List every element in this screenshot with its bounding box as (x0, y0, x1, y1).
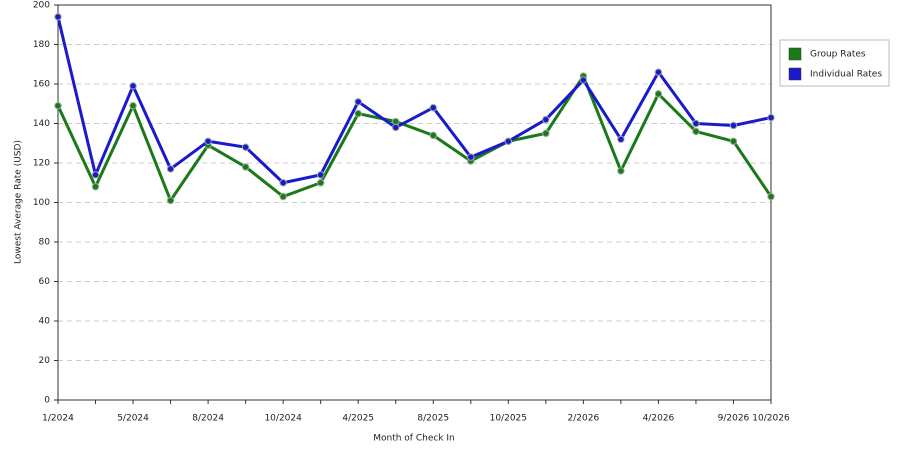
data-point (542, 115, 550, 124)
data-point (241, 163, 250, 171)
data-point (729, 121, 738, 130)
plot-frame (57, 4, 772, 401)
data-point (279, 192, 287, 201)
y-tick-label: 60 (39, 277, 51, 287)
data-point (617, 167, 625, 175)
legend-label: Group Rates (810, 50, 866, 60)
data-point (504, 137, 513, 145)
x-tick-label: 2/2026 (568, 414, 600, 424)
y-tick-label: 180 (33, 40, 50, 50)
y-tick-label: 80 (39, 238, 51, 248)
data-point (91, 183, 100, 191)
data-point (579, 76, 588, 84)
data-point (429, 131, 437, 140)
data-point (617, 135, 625, 144)
x-tick-label: 10/2025 (490, 414, 527, 424)
data-point (392, 123, 400, 132)
y-tick-label: 20 (39, 356, 51, 366)
x-tick-label: 8/2025 (417, 414, 449, 424)
data-point (542, 129, 550, 138)
data-point (279, 179, 287, 187)
y-tick-label: 0 (44, 396, 50, 406)
x-tick-label: 4/2026 (643, 414, 675, 424)
legend-swatch (788, 67, 802, 81)
y-tick-label: 140 (33, 119, 50, 129)
data-point (54, 102, 62, 110)
data-point (316, 171, 325, 179)
y-axis-label: Lowest Average Rate (USD) (14, 140, 24, 264)
data-point (166, 165, 175, 173)
data-point (241, 143, 250, 151)
x-tick-label: 10/2024 (264, 414, 302, 424)
y-tick-label: 160 (33, 80, 50, 90)
x-tick-label: 9/2026 (718, 414, 750, 424)
data-point (204, 137, 212, 145)
y-tick-label: 40 (39, 317, 51, 327)
x-tick-label: 4/2025 (342, 414, 374, 424)
data-point (654, 90, 663, 98)
data-point (767, 113, 775, 122)
data-point (129, 82, 137, 90)
x-tick-label: 1/2024 (42, 414, 74, 424)
data-point (91, 171, 100, 179)
data-point (354, 98, 362, 106)
data-point (692, 119, 700, 128)
data-point (129, 102, 137, 110)
data-point (316, 179, 325, 187)
data-point (729, 137, 738, 145)
data-point (54, 13, 62, 21)
data-point (767, 192, 775, 201)
data-point (166, 196, 175, 205)
series-line (56, 74, 773, 203)
data-point (467, 153, 475, 161)
legend-swatch (788, 47, 802, 61)
series-line (56, 16, 772, 185)
x-axis-label: Month of Check In (373, 434, 455, 444)
x-tick-label: 8/2024 (192, 414, 224, 424)
x-tick-label: 5/2024 (117, 414, 149, 424)
y-tick-label: 200 (33, 1, 50, 11)
data-point (654, 68, 663, 76)
y-tick-label: 120 (33, 159, 50, 169)
y-tick-label: 100 (33, 198, 50, 208)
data-point (429, 104, 437, 112)
x-tick-label: 10/2026 (752, 414, 790, 424)
data-point (354, 109, 362, 118)
legend-label: Individual Rates (810, 70, 882, 80)
data-point (692, 127, 700, 136)
